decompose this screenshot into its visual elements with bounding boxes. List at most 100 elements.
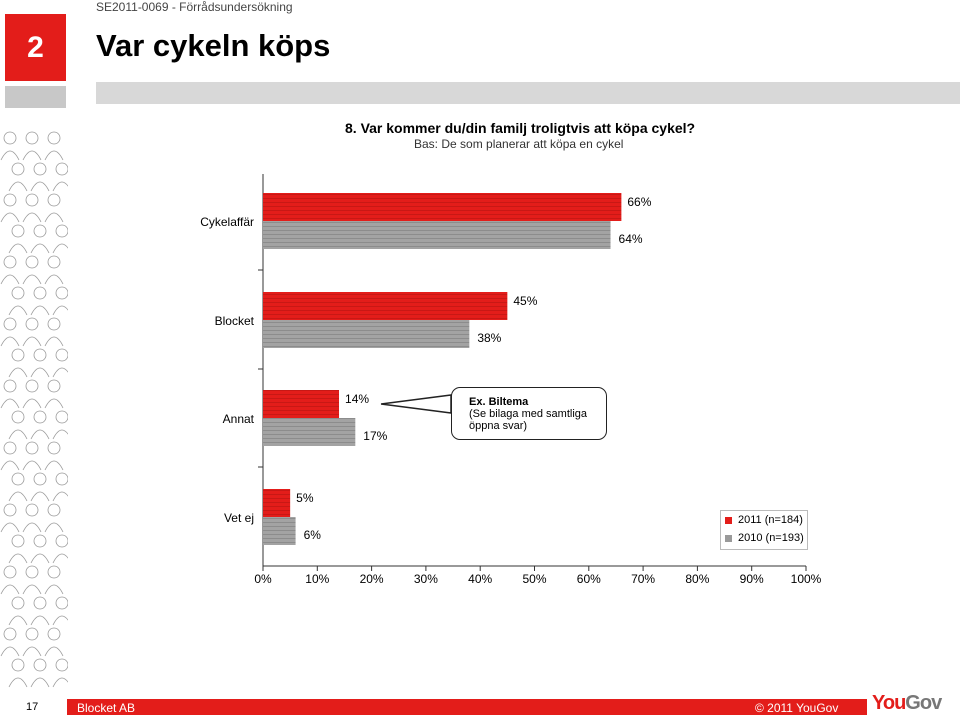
page-number: 17 <box>26 701 39 713</box>
crowd-body <box>22 212 42 223</box>
crowd-body <box>44 274 64 285</box>
category-label: Vet ej <box>224 511 254 525</box>
x-tick-label: 90% <box>740 572 764 586</box>
footer-company: Blocket AB <box>77 701 136 715</box>
crowd-head <box>25 503 39 517</box>
crowd-head <box>47 193 61 207</box>
crowd-body <box>0 150 20 161</box>
crowd-body <box>0 274 20 285</box>
bar-2011 <box>263 292 508 320</box>
crowd-head <box>47 379 61 393</box>
crowd-body <box>22 398 42 409</box>
crowd-head <box>3 503 17 517</box>
crowd-body <box>44 522 64 533</box>
crowd-body <box>0 398 20 409</box>
x-tick-label: 100% <box>791 572 822 586</box>
yougov-logo: YouGov <box>872 692 942 715</box>
bar-2011 <box>263 489 291 517</box>
crowd-body <box>22 150 42 161</box>
crowd-head <box>3 379 17 393</box>
crowd-body <box>30 181 50 192</box>
crowd-body <box>0 522 20 533</box>
crowd-head <box>11 162 25 176</box>
crowd-body <box>44 336 64 347</box>
document-id: SE2011-0069 - Förrådsundersökning <box>96 0 293 14</box>
crowd-body <box>44 460 64 471</box>
crowd-head <box>11 224 25 238</box>
chart-legend: 2011 (n=184) 2010 (n=193) <box>720 510 808 550</box>
footer-bar <box>67 699 867 715</box>
crowd-head <box>55 348 68 362</box>
crowd-body <box>30 553 50 564</box>
crowd-body <box>52 615 68 626</box>
logo-gov: Gov <box>905 692 942 714</box>
crowd-head <box>3 193 17 207</box>
crowd-head <box>25 317 39 331</box>
crowd-body <box>52 429 68 440</box>
title-rule <box>96 82 960 104</box>
crowd-head <box>11 596 25 610</box>
section-badge-accent <box>5 86 66 108</box>
data-label: 14% <box>345 392 369 406</box>
bar-chart: 0% 10% 20% 30% 40% 50% 60% 70% 80% 90% 100% Cykelaf… <box>200 174 822 586</box>
crowd-head <box>55 286 68 300</box>
crowd-body <box>52 491 68 502</box>
category-label: Annat <box>223 412 255 426</box>
data-label: 64% <box>619 232 643 246</box>
crowd-body <box>8 491 28 502</box>
legend-label-2010: 2010 (n=193) <box>738 532 804 544</box>
crowd-head <box>25 131 39 145</box>
crowd-body <box>44 646 64 657</box>
crowd-body <box>22 274 42 285</box>
crowd-body <box>8 367 28 378</box>
crowd-head <box>33 286 47 300</box>
crowd-body <box>44 212 64 223</box>
legend-swatch-2011 <box>725 516 732 524</box>
crowd-head <box>33 348 47 362</box>
crowd-body <box>0 336 20 347</box>
crowd-head <box>3 565 17 579</box>
crowd-body <box>0 460 20 471</box>
question-title: 8. Var kommer du/din familj troligtvis a… <box>345 120 696 136</box>
crowd-body <box>30 491 50 502</box>
crowd-head <box>3 255 17 269</box>
crowd-head <box>33 534 47 548</box>
data-label: 66% <box>627 195 651 209</box>
crowd-body <box>0 212 20 223</box>
x-tick-label: 10% <box>305 572 329 586</box>
bar-2011 <box>263 390 340 418</box>
crowd-head <box>3 627 17 641</box>
crowd-body <box>0 584 20 595</box>
crowd-head <box>11 658 25 672</box>
callout-title: Ex. Biltema <box>469 396 529 408</box>
crowd-body <box>30 243 50 254</box>
crowd-head <box>55 224 68 238</box>
crowd-body <box>8 677 28 688</box>
page-title: Var cykeln köps <box>96 28 331 63</box>
legend-swatch-2010 <box>725 534 732 542</box>
crowd-body <box>8 553 28 564</box>
crowd-body <box>8 243 28 254</box>
x-tick-label: 40% <box>468 572 492 586</box>
crowd-body <box>44 584 64 595</box>
crowd-body <box>22 646 42 657</box>
crowd-head <box>47 627 61 641</box>
crowd-body <box>30 677 50 688</box>
crowd-head <box>55 410 68 424</box>
bar-2010 <box>263 418 356 446</box>
crowd-head <box>25 193 39 207</box>
callout-pointer <box>380 394 452 414</box>
crowd-head <box>11 534 25 548</box>
section-number-badge: 2 <box>5 14 66 81</box>
bar-2011 <box>263 193 622 221</box>
data-label: 38% <box>477 331 501 345</box>
category-label: Blocket <box>215 314 255 328</box>
crowd-head <box>33 410 47 424</box>
crowd-body <box>22 460 42 471</box>
crowd-body <box>52 553 68 564</box>
data-label: 6% <box>304 528 322 542</box>
category-label: Cykelaffär <box>200 215 254 229</box>
crowd-body <box>30 429 50 440</box>
crowd-head <box>33 224 47 238</box>
crowd-body <box>8 615 28 626</box>
